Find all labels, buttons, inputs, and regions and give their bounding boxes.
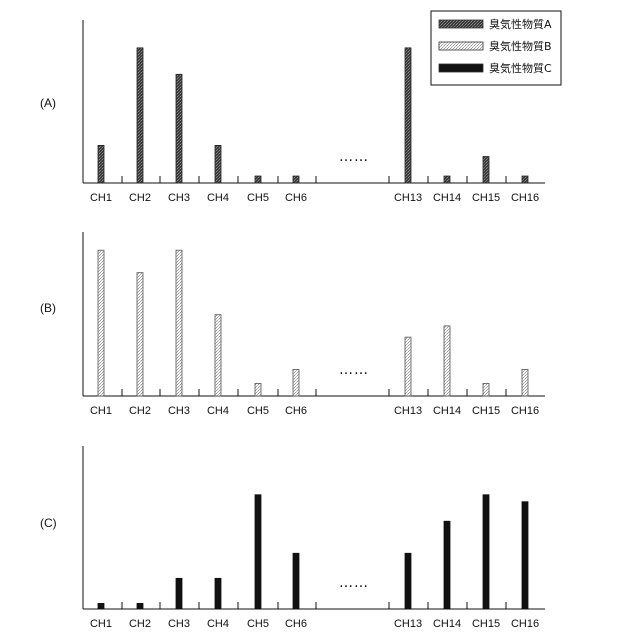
x-tick-label: CH14 <box>433 405 461 417</box>
x-tick-label: CH5 <box>247 192 269 204</box>
legend-swatch <box>439 20 483 28</box>
x-tick-label: CH3 <box>168 192 190 204</box>
x-tick-label: CH16 <box>511 405 539 417</box>
legend: 臭気性物質A 臭気性物質B 臭気性物質C <box>431 11 561 85</box>
legend-label: 臭気性物質B <box>489 39 552 53</box>
x-tick-label: CH2 <box>129 618 151 630</box>
x-tick-label: CH1 <box>90 192 112 204</box>
x-tick-label: CH5 <box>247 405 269 417</box>
bar-ch16 <box>522 176 528 183</box>
panel-label: (B) <box>40 301 56 315</box>
bar-ch6 <box>293 369 299 396</box>
x-tick-label: CH13 <box>394 192 422 204</box>
bar-ch1 <box>98 145 104 183</box>
bar-ch13 <box>405 337 411 396</box>
bar-ch16 <box>522 502 528 609</box>
panel-c: (C) CH1 CH2 CH3 CH4 CH5 CH6 CH13 CH14 CH15 CH16 …… <box>40 446 545 630</box>
x-tick-label: CH4 <box>207 618 229 630</box>
panel-label: (C) <box>40 516 57 530</box>
x-tick-label: CH15 <box>472 618 500 630</box>
bar-ch4 <box>215 578 221 609</box>
x-tick-label: CH6 <box>285 618 307 630</box>
gap-ellipsis: …… <box>339 362 369 378</box>
bar-ch14 <box>444 521 450 609</box>
legend-swatch <box>439 42 483 50</box>
x-tick-label: CH1 <box>90 405 112 417</box>
legend-label: 臭気性物質C <box>489 61 552 75</box>
x-tick-label: CH5 <box>247 618 269 630</box>
bar-ch15 <box>483 157 489 183</box>
x-tick-label: CH15 <box>472 405 500 417</box>
x-tick-label: CH15 <box>472 192 500 204</box>
x-tick-label: CH16 <box>511 618 539 630</box>
bar-ch15 <box>483 383 489 396</box>
x-tick-label: CH2 <box>129 405 151 417</box>
x-tick-label: CH16 <box>511 192 539 204</box>
panel-b: (B) CH1 CH2 CH3 CH4 CH5 CH6 CH13 CH14 CH15 CH16 …… <box>40 232 545 417</box>
bar-ch4 <box>215 315 221 396</box>
bar-ch1 <box>98 250 104 396</box>
bar-ch3 <box>176 250 182 396</box>
bar-ch14 <box>444 176 450 183</box>
x-tick-label: CH13 <box>394 618 422 630</box>
bar-ch6 <box>293 176 299 183</box>
x-tick-label: CH3 <box>168 405 190 417</box>
x-tick-label: CH13 <box>394 405 422 417</box>
x-tick-label: CH3 <box>168 618 190 630</box>
bar-ch5 <box>255 176 261 183</box>
bar-ch2 <box>137 48 143 183</box>
bar-ch5 <box>255 383 261 396</box>
bar-ch2 <box>137 273 143 396</box>
x-tick-label: CH6 <box>285 192 307 204</box>
gap-ellipsis: …… <box>339 149 369 165</box>
x-tick-label: CH14 <box>433 618 461 630</box>
bar-ch5 <box>255 495 261 609</box>
bar-ch15 <box>483 495 489 609</box>
bar-ch3 <box>176 74 182 183</box>
x-tick-label: CH1 <box>90 618 112 630</box>
x-tick-label: CH4 <box>207 192 229 204</box>
panels-group: (A)CH1CH2CH3CH4CH5CH6CH13CH14CH15CH16……(… <box>40 20 545 630</box>
bar-ch6 <box>293 553 299 609</box>
legend-label: 臭気性物質A <box>489 17 552 31</box>
bar-ch1 <box>98 603 104 609</box>
x-tick-label: CH6 <box>285 405 307 417</box>
bar-ch4 <box>215 145 221 183</box>
x-tick-label: CH14 <box>433 192 461 204</box>
bar-ch14 <box>444 326 450 396</box>
legend-swatch <box>439 64 483 72</box>
gap-ellipsis: …… <box>339 575 369 591</box>
bar-ch16 <box>522 369 528 396</box>
panel-label: (A) <box>40 96 56 110</box>
bar-ch13 <box>405 553 411 609</box>
bar-ch3 <box>176 578 182 609</box>
bar-ch13 <box>405 48 411 183</box>
bar-ch2 <box>137 603 143 609</box>
x-tick-label: CH4 <box>207 405 229 417</box>
x-tick-label: CH2 <box>129 192 151 204</box>
